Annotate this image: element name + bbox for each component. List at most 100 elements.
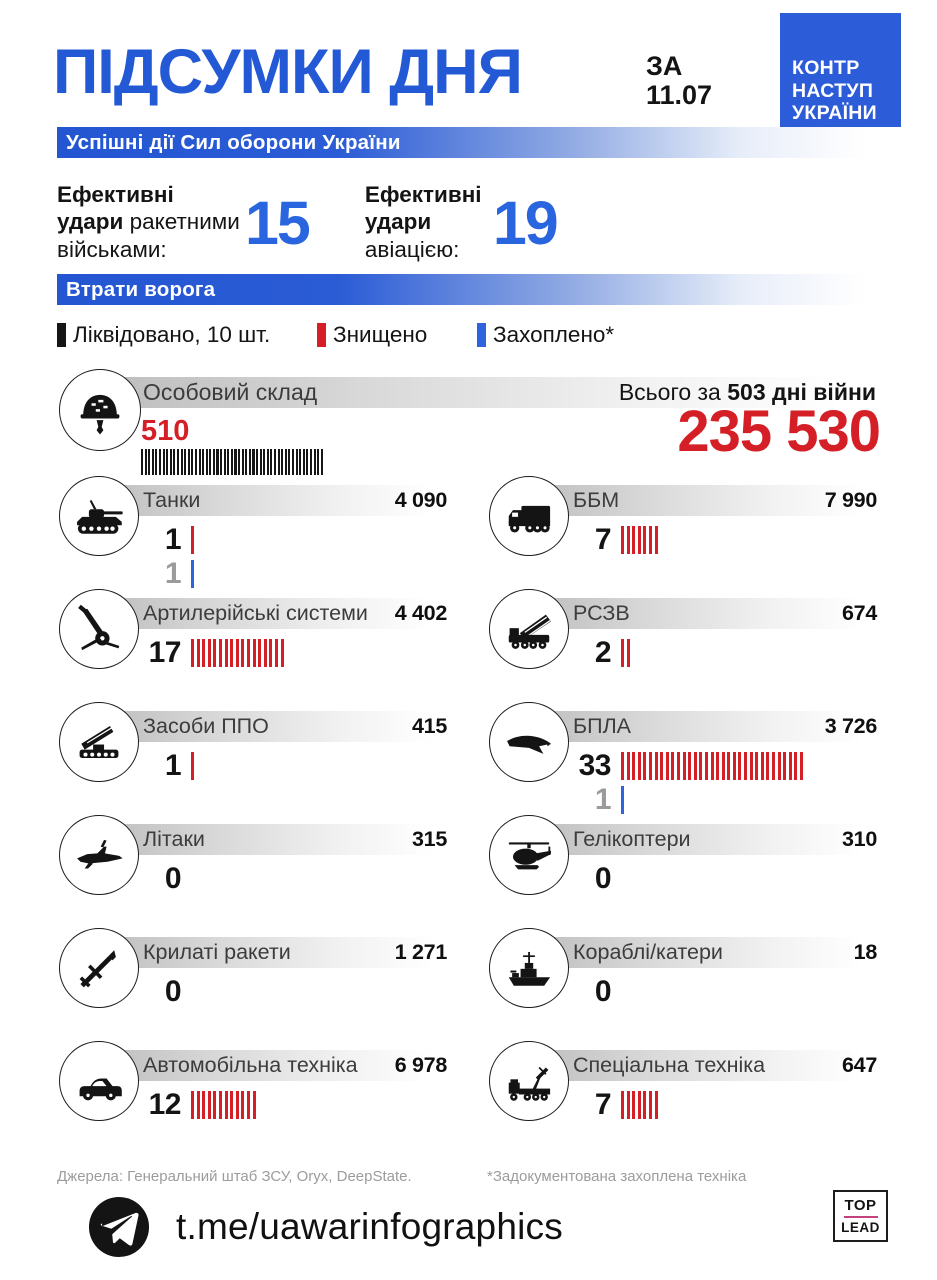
red-tick (710, 752, 714, 780)
loss-item-icon-circle (489, 589, 569, 669)
red-tick (704, 752, 708, 780)
red-tick (196, 639, 200, 667)
destroyed-ticks (621, 1091, 660, 1119)
black-tick (277, 449, 280, 475)
red-tick (648, 752, 652, 780)
loss-item-total: 6 978 (394, 1053, 448, 1077)
destroyed-count: 1 (164, 749, 182, 782)
telegram-link[interactable]: t.me/uawarinfographics (176, 1206, 563, 1247)
captured-count: 1 (594, 783, 612, 816)
loss-item-total: 3 726 (824, 714, 878, 738)
black-tick (176, 449, 180, 475)
red-tick (213, 1091, 217, 1119)
black-tick (205, 449, 208, 475)
black-tick (252, 449, 255, 475)
red-tick (760, 752, 764, 780)
war-total-label: Всього за 503 дні війни (618, 379, 876, 405)
mlrs-icon (502, 602, 556, 656)
black-tick (144, 449, 147, 475)
red-tick (688, 752, 692, 780)
red-tick (213, 639, 217, 667)
red-tick (654, 526, 658, 554)
red-tick (783, 752, 787, 780)
black-tick (216, 449, 219, 475)
red-tick (191, 752, 194, 780)
red-tick (218, 1091, 222, 1119)
black-tick (230, 449, 233, 475)
loss-item-label: РСЗВ (573, 601, 630, 625)
loss-item-header-bar: Крилаті ракети 1 271 (97, 937, 450, 968)
destroyed-chip-icon (317, 323, 326, 347)
losses-section-title: Втрати ворога (66, 277, 216, 301)
red-tick (660, 752, 664, 780)
loss-item-icon-circle (59, 589, 139, 669)
red-tick (637, 526, 641, 554)
loss-item-icon-circle (59, 815, 139, 895)
loss-item-label: Крилаті ракети (143, 940, 291, 964)
red-tick (207, 1091, 211, 1119)
red-tick (218, 639, 222, 667)
red-tick (241, 639, 245, 667)
aviation-strikes-label: Ефективні удари авіацією: (364, 182, 482, 262)
red-tick (230, 1091, 234, 1119)
destroyed-ticks (191, 639, 286, 667)
captured-count-row: 1 (539, 783, 880, 817)
destroyed-ticks (621, 526, 660, 554)
red-tick (772, 752, 776, 780)
toplead-divider (843, 1215, 878, 1218)
legend: Ліквідовано, 10 шт. Знищено Захоплено* (57, 322, 880, 350)
loss-item-header-bar: БПЛА 3 726 (527, 711, 880, 742)
destroyed-count-row: 33 (539, 749, 880, 783)
red-tick (626, 526, 630, 554)
apc-icon (502, 489, 556, 543)
red-tick (252, 639, 256, 667)
captured-count: 1 (164, 557, 182, 590)
drone-icon (502, 715, 556, 769)
loss-item-counts: 33 1 (487, 749, 880, 817)
red-tick (727, 752, 731, 780)
air-defense-icon (72, 715, 126, 769)
badge-line-3: УКРАЇНИ (792, 102, 877, 125)
red-tick (738, 752, 742, 780)
personnel-label: Особовий склад (143, 379, 318, 405)
missile-icon (72, 941, 126, 995)
loss-item-counts: 17 (57, 636, 450, 670)
personnel-header-bar: Особовий склад Всього за 503 дні війни (97, 377, 880, 408)
black-tick (270, 449, 273, 475)
red-tick (274, 639, 278, 667)
red-tick (637, 1091, 641, 1119)
destroyed-count-row: 1 (109, 749, 450, 783)
loss-item-icon-circle (489, 1041, 569, 1121)
losses-section-bar: Втрати ворога (57, 274, 937, 305)
loss-item: Засоби ППО 415 1 (57, 702, 450, 824)
black-tick (299, 449, 302, 475)
red-tick (732, 752, 736, 780)
destroyed-count: 0 (594, 862, 612, 895)
loss-item-icon-circle (59, 702, 139, 782)
red-tick (693, 752, 697, 780)
personnel-icon-circle (59, 369, 141, 451)
red-tick (230, 639, 234, 667)
red-tick (191, 639, 194, 667)
red-tick (621, 526, 624, 554)
eliminated-chip-icon (57, 323, 66, 347)
red-tick (777, 752, 781, 780)
destroyed-count: 7 (594, 523, 612, 556)
destroyed-count-row: 7 (539, 523, 880, 557)
red-tick (621, 752, 624, 780)
black-tick (169, 449, 172, 475)
red-tick (246, 1091, 250, 1119)
black-tick (320, 449, 323, 475)
captured-chip-icon (477, 323, 486, 347)
loss-item: БПЛА 3 726 33 1 (487, 702, 880, 824)
loss-item-counts: 12 (57, 1088, 450, 1122)
red-tick (671, 752, 675, 780)
black-tick (234, 449, 237, 475)
loss-item-counts: 2 (487, 636, 880, 670)
telegram-row: t.me/uawarinfographics (88, 1196, 563, 1258)
black-tick (263, 449, 266, 475)
aviation-strikes-block: Ефективні удари авіацією: 19 (364, 181, 559, 263)
loss-item: Крилаті ракети 1 271 0 (57, 928, 450, 1050)
destroyed-count-row: 12 (109, 1088, 450, 1122)
red-tick (654, 1091, 658, 1119)
